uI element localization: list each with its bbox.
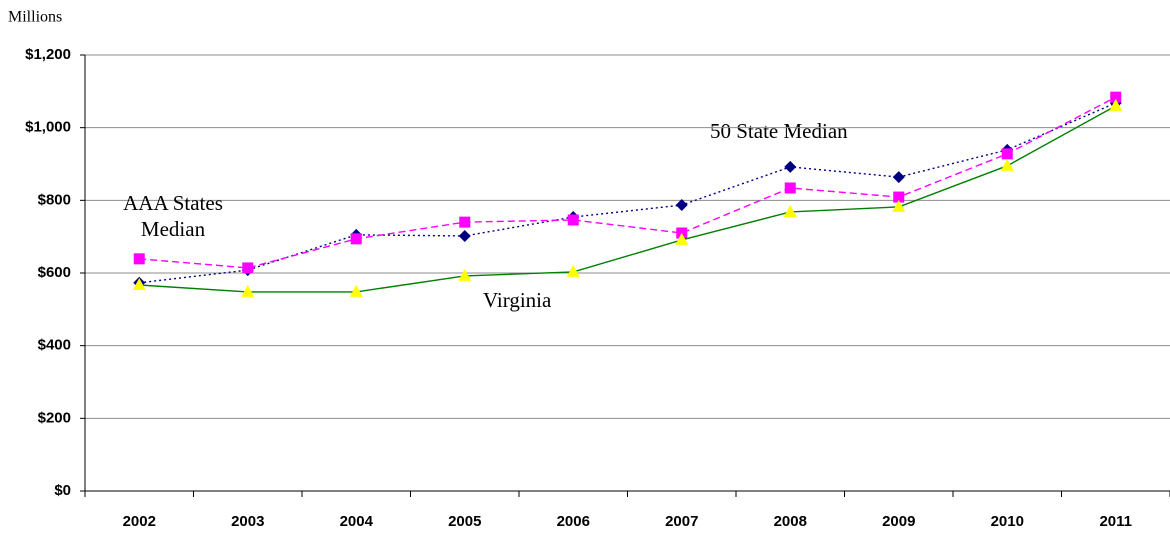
data-point (784, 160, 797, 173)
data-point (349, 284, 363, 297)
y-tick-label: $400 (38, 337, 71, 354)
data-point (1109, 98, 1123, 111)
y-tick-label: $1,000 (25, 119, 71, 136)
data-point (892, 171, 905, 184)
data-point (241, 284, 255, 297)
x-tick-label: 2004 (340, 513, 374, 530)
y-tick-label: $800 (38, 191, 71, 208)
data-point (893, 191, 905, 203)
x-tick-label: 2003 (231, 513, 264, 530)
data-point (1001, 148, 1013, 160)
data-point (1000, 158, 1014, 171)
y-tick-label: $200 (38, 409, 71, 426)
data-point (784, 182, 796, 194)
y-tick-label: $0 (54, 482, 71, 499)
data-point (892, 199, 906, 212)
data-point (566, 264, 580, 277)
data-point (242, 262, 254, 274)
data-point (132, 277, 146, 290)
y-tick-label: $600 (38, 264, 71, 281)
data-point (459, 216, 471, 228)
x-tick-label: 2010 (991, 513, 1024, 530)
data-point (675, 232, 689, 245)
data-point (458, 229, 471, 242)
data-point (783, 204, 797, 217)
x-tick-label: 2011 (1099, 513, 1132, 530)
series-line (139, 96, 1117, 269)
series-annotation: 50 State Median (710, 119, 848, 143)
data-point (1110, 91, 1122, 103)
data-point (350, 233, 362, 245)
y-tick-label: $1,200 (25, 46, 71, 63)
data-point (133, 253, 145, 265)
data-point (675, 199, 688, 212)
x-tick-label: 2008 (774, 513, 807, 530)
series-line (139, 102, 1117, 284)
x-tick-label: 2005 (448, 513, 481, 530)
series-line (139, 105, 1117, 293)
unit-label: Millions (8, 9, 62, 26)
data-point (458, 268, 472, 281)
x-tick-label: 2007 (665, 513, 698, 530)
x-tick-label: 2009 (882, 513, 915, 530)
data-point (567, 214, 579, 226)
series-annotation: Virginia (483, 288, 552, 312)
series-annotation: AAA States Median (123, 191, 223, 241)
x-tick-label: 2006 (557, 513, 590, 530)
x-tick-label: 2002 (123, 513, 156, 530)
